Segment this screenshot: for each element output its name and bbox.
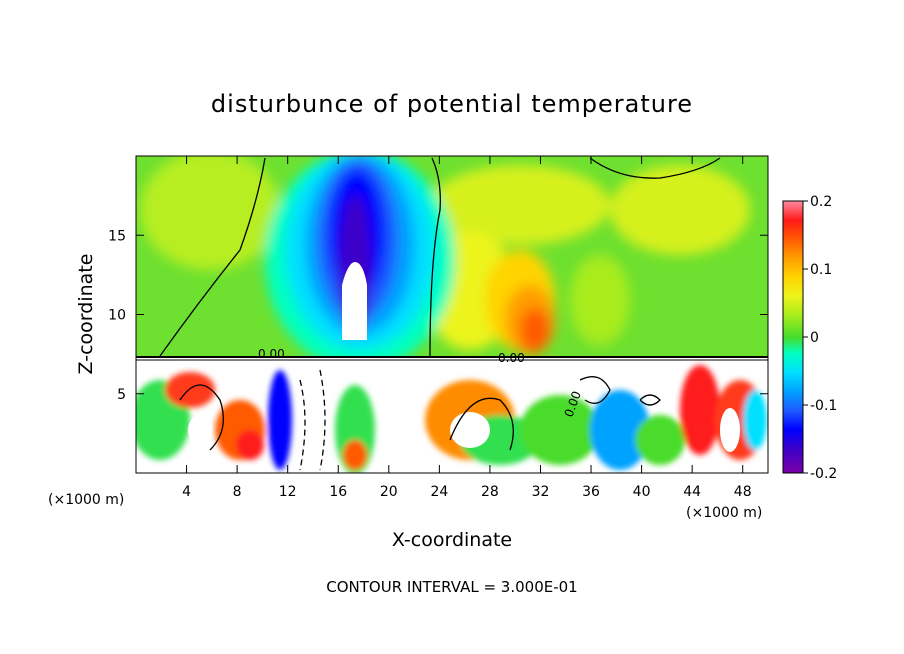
- lower-layer-field: [136, 356, 768, 473]
- upper-layer-field: [140, 156, 750, 370]
- colorbar-tick-label: -0.2: [810, 466, 837, 482]
- x-tick-label: 12: [279, 484, 297, 500]
- colorbar-scale: [782, 200, 804, 474]
- x-tick-label: 44: [683, 484, 701, 500]
- x-tick-label: 32: [532, 484, 550, 500]
- plot-area: 0.00 0.00 0.00: [136, 156, 768, 473]
- y-tick-label: 5: [117, 387, 126, 403]
- white-plume: [342, 262, 367, 340]
- x-unit-label-right: (×1000 m): [686, 505, 762, 521]
- colorbar: 0.2 0.1 0 -0.1 -0.2: [782, 194, 837, 482]
- contour-label: 0.00: [258, 347, 285, 361]
- x-tick-label: 8: [233, 484, 242, 500]
- x-tick-label: 36: [582, 484, 600, 500]
- y-axis: 5 10 15: [108, 228, 768, 403]
- contour-label: 0.00: [498, 351, 525, 365]
- x-tick-label: 20: [380, 484, 398, 500]
- colorbar-ticks: 0.2 0.1 0 -0.1 -0.2: [803, 194, 837, 482]
- chart-title: disturbunce of potential temperature: [211, 90, 693, 118]
- y-axis-label: Z-coordinate: [75, 254, 97, 375]
- x-tick-label: 16: [329, 484, 347, 500]
- x-unit-label-left: (×1000 m): [48, 492, 124, 508]
- x-tick-label: 24: [430, 484, 448, 500]
- y-tick-label: 10: [108, 308, 126, 324]
- x-axis: 4 8 12 16 20 24 28 32 36 40 44 48: [182, 156, 752, 500]
- colorbar-tick-label: 0.2: [810, 194, 832, 210]
- y-tick-label: 15: [108, 228, 126, 244]
- x-axis-label: X-coordinate: [392, 529, 512, 551]
- x-tick-label: 28: [481, 484, 499, 500]
- contour-interval-note: CONTOUR INTERVAL = 3.000E-01: [326, 578, 577, 596]
- colorbar-tick-label: -0.1: [810, 398, 837, 414]
- colorbar-tick-label: 0: [810, 330, 819, 346]
- x-tick-label: 48: [734, 484, 752, 500]
- x-tick-label: 40: [633, 484, 651, 500]
- colorbar-tick-label: 0.1: [810, 262, 832, 278]
- x-tick-label: 4: [182, 484, 191, 500]
- contour-lines: [136, 157, 768, 471]
